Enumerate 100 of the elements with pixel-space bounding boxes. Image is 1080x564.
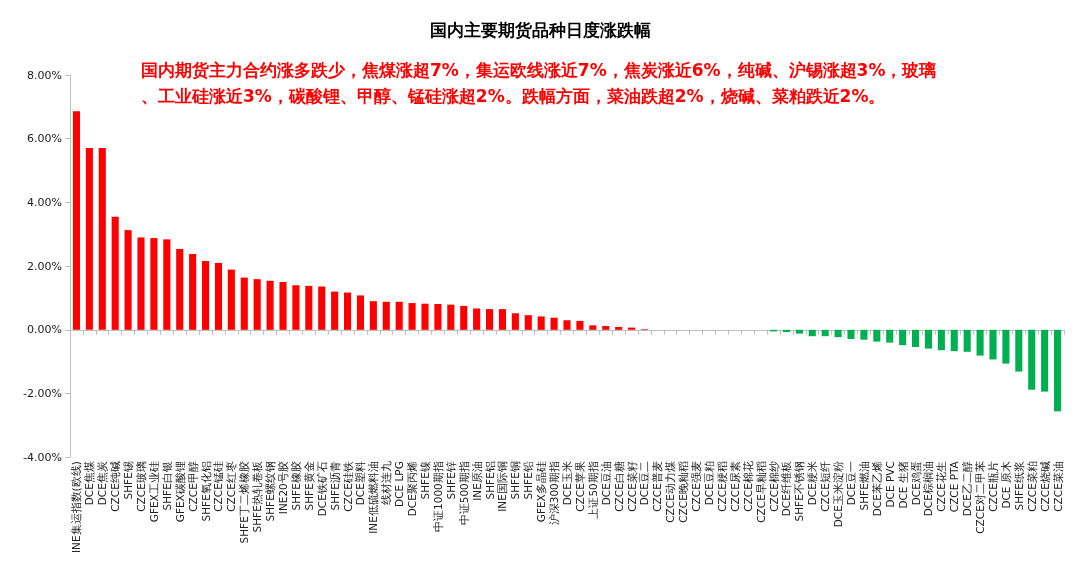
- x-tick-label: INE20号胶: [277, 461, 289, 515]
- x-tick-label: CZCE瓶片: [987, 461, 999, 512]
- y-tick-label: 0.00%: [27, 323, 62, 337]
- bar: [563, 320, 571, 330]
- x-tick-label: SHFE锡: [122, 461, 135, 500]
- bar: [886, 329, 894, 343]
- x-tick-label: DCE铁矿石: [315, 461, 328, 517]
- bar: [318, 286, 326, 330]
- bar: [576, 320, 584, 330]
- x-tick-label: DCE苯乙烯: [870, 461, 883, 517]
- y-tick-label: -4.00%: [23, 450, 62, 464]
- x-tick-label: DCE PVC: [883, 461, 896, 508]
- bar: [1015, 329, 1023, 372]
- bar: [834, 329, 842, 338]
- x-tick-label: 沪深300期指: [548, 461, 561, 526]
- bar: [421, 303, 429, 330]
- x-tick-label: CZCE普麦: [651, 461, 664, 512]
- y-tick-label: -2.00%: [23, 387, 62, 401]
- bar: [98, 147, 106, 330]
- bar: [602, 325, 610, 330]
- x-tick-label: DCE塑料: [354, 461, 367, 506]
- x-tick-label: CZCE甲醇: [186, 461, 199, 512]
- bar: [434, 304, 442, 330]
- y-tick-label: 2.00%: [27, 259, 62, 273]
- bar: [950, 329, 958, 352]
- bar: [447, 304, 455, 330]
- x-tick-label: 中证500期指: [457, 461, 470, 526]
- bar: [150, 238, 158, 330]
- bar: [473, 308, 481, 330]
- x-tick-label: CZCE晚籼稻: [677, 461, 690, 523]
- x-tick-label: CZCE动力煤: [664, 461, 677, 523]
- x-tick-label: CZCE对二甲苯: [974, 461, 987, 534]
- bar: [331, 291, 339, 330]
- bar: [356, 295, 364, 330]
- x-tick-label: CZCE早籼稻: [754, 461, 767, 523]
- bar: [808, 329, 816, 337]
- x-tick-label: SHFE纸浆: [1012, 461, 1025, 511]
- x-tick-label: INE低硫燃料油: [367, 461, 380, 534]
- x-tick-label: CZCE菜油: [1051, 461, 1064, 512]
- x-tick-label: SHFE镍: [419, 461, 431, 500]
- x-tick-label: CZCE短纤: [819, 461, 832, 512]
- bar: [214, 262, 222, 330]
- bar: [408, 303, 416, 330]
- x-tick-label: INE集运指数(欧线): [70, 461, 83, 553]
- bar: [137, 237, 145, 330]
- x-tick-label: GFEX工业硅: [147, 461, 160, 523]
- bar: [899, 329, 907, 346]
- x-tick-label: DCE焦煤: [83, 461, 96, 506]
- x-tick-label: CZCE粳稻: [715, 461, 728, 512]
- bar: [240, 277, 248, 330]
- bar: [1054, 329, 1062, 412]
- x-tick-label: SHFE氧化铝: [199, 461, 212, 522]
- bar: [72, 111, 80, 330]
- x-tick-label: DCE 生猪: [896, 461, 909, 509]
- x-tick-label: GFEX多晶硅: [535, 461, 548, 523]
- bar: [486, 309, 494, 330]
- x-tick-label: SHFE铜: [509, 461, 522, 500]
- bar: [498, 309, 506, 330]
- x-tick-label: DCE 原木: [999, 461, 1012, 509]
- bar: [511, 313, 519, 330]
- x-tick-label: SHFE沥青: [328, 461, 341, 511]
- x-tick-label: SHFE铝: [483, 461, 496, 500]
- x-tick-label: CZCE尿素: [728, 461, 741, 512]
- x-tick-label: DCE纤维板: [780, 461, 793, 517]
- x-tick-label: DCE LPG: [393, 461, 406, 507]
- x-tick-label: SHFE不锈钢: [793, 461, 806, 522]
- x-tick-label: CZCE白糖: [612, 461, 625, 512]
- x-tick-label: DCE粳米: [806, 461, 819, 506]
- bar: [111, 216, 119, 330]
- x-tick-label: CZCE硅铁: [341, 461, 354, 512]
- bar: [176, 248, 184, 330]
- x-tick-label: CZCE棉纱: [767, 461, 780, 512]
- bar: [550, 317, 558, 330]
- bar: [85, 147, 93, 330]
- bar: [382, 301, 390, 330]
- bar: [395, 301, 403, 330]
- y-tick-label: 4.00%: [27, 195, 62, 209]
- bar: [124, 230, 132, 330]
- bar: [524, 315, 532, 330]
- bar: [1002, 329, 1010, 364]
- bar: [860, 329, 868, 340]
- bar: [976, 329, 984, 356]
- x-tick-label: SHFE丁二烯橡胶: [238, 461, 251, 544]
- x-tick-label: SHFE锌: [444, 461, 457, 500]
- bar: [202, 261, 210, 330]
- bar: [989, 329, 997, 360]
- bar: [266, 280, 274, 330]
- x-tick-label: CZCE锰硅: [212, 461, 225, 512]
- x-tick-label: SHFE铅: [522, 461, 535, 500]
- x-tick-label: DCE玉米: [561, 461, 573, 506]
- bar: [369, 301, 377, 330]
- x-tick-label: DCE豆二: [638, 461, 651, 506]
- x-tick-label: DCE鸡蛋: [909, 461, 922, 506]
- x-tick-label: DCE豆一: [845, 461, 857, 506]
- x-tick-label: 上证50期指: [586, 461, 599, 519]
- bar: [279, 282, 287, 330]
- x-tick-label: INE原油: [470, 461, 483, 501]
- x-tick-label: SHFE黄金: [302, 461, 315, 511]
- bar: [963, 329, 971, 352]
- x-tick-label: DCE豆油: [599, 461, 612, 506]
